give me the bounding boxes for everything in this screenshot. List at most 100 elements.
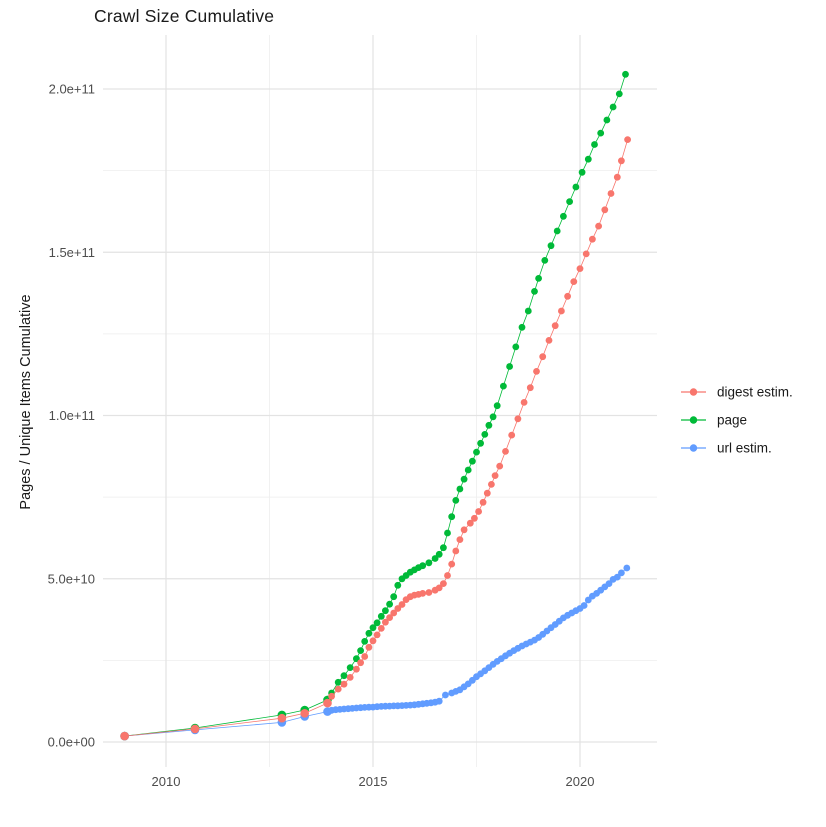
- series-url-point: [623, 564, 631, 572]
- series-url-point: [442, 691, 449, 699]
- series-digest-point: [323, 698, 332, 708]
- series-digest-point: [491, 472, 499, 479]
- x-tick-label: 2015: [359, 774, 388, 789]
- series-digest-point: [398, 601, 406, 608]
- series-page-point: [566, 198, 573, 206]
- series-digest-point: [582, 250, 590, 258]
- series-page-point: [473, 448, 480, 456]
- series-page-point: [609, 103, 617, 111]
- series-page-point: [382, 607, 389, 615]
- series-digest-point: [496, 462, 504, 470]
- series-digest-point: [466, 519, 474, 527]
- series-digest-point: [425, 589, 433, 596]
- series-page-point: [560, 212, 567, 220]
- series-digest-point: [508, 431, 516, 439]
- series-digest-point: [533, 368, 540, 375]
- series-url-point: [605, 580, 613, 587]
- y-tick-label: 0.0e+00: [48, 735, 95, 750]
- series-page-point: [369, 624, 377, 632]
- series-digest-point: [419, 590, 427, 597]
- series-page-point: [435, 550, 443, 558]
- series-page-point: [506, 363, 513, 370]
- series-digest-point: [618, 157, 625, 165]
- legend-item-url: url estim.: [681, 441, 772, 456]
- series-digest-point: [483, 489, 491, 497]
- series-page-point: [477, 439, 484, 447]
- series-digest-point: [277, 713, 287, 723]
- series-page-point: [431, 555, 439, 562]
- series-page-point: [386, 600, 393, 608]
- series-digest-point: [440, 580, 447, 587]
- series-page-point: [456, 485, 464, 493]
- series-page-point: [547, 242, 555, 250]
- legend-key-point-digest: [689, 388, 698, 396]
- series-digest-point: [601, 206, 609, 214]
- series-digest-point: [365, 643, 373, 651]
- series-page-point: [361, 638, 369, 645]
- series-page-line: [124, 74, 626, 737]
- series-page-point: [464, 466, 472, 474]
- series-digest-point: [502, 448, 509, 455]
- x-tick-label: 2020: [566, 774, 595, 789]
- series-digest-point: [471, 514, 478, 522]
- series-page-point: [365, 629, 373, 637]
- gridlines-minor: [103, 35, 657, 767]
- series-digest-point: [300, 709, 310, 718]
- series-digest-point: [460, 526, 468, 534]
- series-page-point: [340, 672, 348, 680]
- x-tick-label: 2010: [152, 774, 181, 789]
- series-url: [120, 564, 631, 741]
- series-digest-point: [373, 631, 381, 639]
- series-digest-point: [390, 609, 398, 617]
- series-digest-point: [369, 637, 377, 645]
- series-page-point: [531, 288, 538, 295]
- series-page-point: [448, 513, 456, 521]
- axis-tick-labels: 0.0e+00 5.0e+10 1.0e+11 1.5e+11 2.0e+11 2010 2…: [48, 82, 595, 790]
- series-page-point: [524, 307, 532, 315]
- series-page-point: [541, 257, 549, 264]
- series-digest-point: [589, 235, 596, 243]
- series-digest-point: [328, 692, 335, 700]
- series-page-point: [452, 497, 460, 504]
- series-digest-point: [435, 584, 443, 592]
- series-page-point: [572, 183, 580, 191]
- series-digest-point: [558, 307, 565, 315]
- series-page-point: [512, 343, 520, 351]
- series-digest-point: [382, 618, 389, 626]
- series-digest-point: [595, 222, 602, 230]
- series-page-point: [444, 529, 451, 537]
- series-digest-point: [576, 265, 584, 272]
- series-digest-point: [613, 173, 621, 181]
- chart-title: Crawl Size Cumulative: [94, 6, 275, 26]
- series-digest-point: [346, 674, 354, 681]
- y-tick-label: 2.0e+11: [49, 82, 95, 97]
- series-page-point: [394, 581, 402, 589]
- series-page-point: [460, 475, 468, 483]
- series-digest-point: [564, 292, 571, 300]
- series-digest-point: [479, 498, 487, 506]
- legend-key-point-url: [689, 444, 698, 452]
- series-page-point: [603, 116, 611, 124]
- series-page-point: [578, 168, 586, 176]
- series-url-point: [613, 573, 621, 581]
- series-digest-point: [570, 278, 578, 285]
- legend-item-digest: digest estim.: [681, 385, 793, 400]
- series-page-point: [597, 129, 605, 137]
- series-page-point: [518, 323, 526, 331]
- series-url-point: [618, 569, 625, 577]
- legend-key-point-page: [689, 416, 698, 424]
- series-digest-point: [353, 665, 360, 673]
- series-page-point: [591, 141, 598, 148]
- series-page-point: [419, 562, 427, 570]
- legend-item-page: page: [681, 413, 747, 428]
- series-page-point: [481, 431, 489, 438]
- legend: digest estim. page url estim.: [681, 385, 793, 456]
- series-page-point: [493, 402, 501, 410]
- series-page-point: [615, 90, 623, 98]
- series-digest-point: [377, 625, 385, 632]
- series-digest-point: [448, 560, 456, 568]
- series-digest-point: [526, 384, 534, 392]
- series-digest-point: [520, 399, 528, 406]
